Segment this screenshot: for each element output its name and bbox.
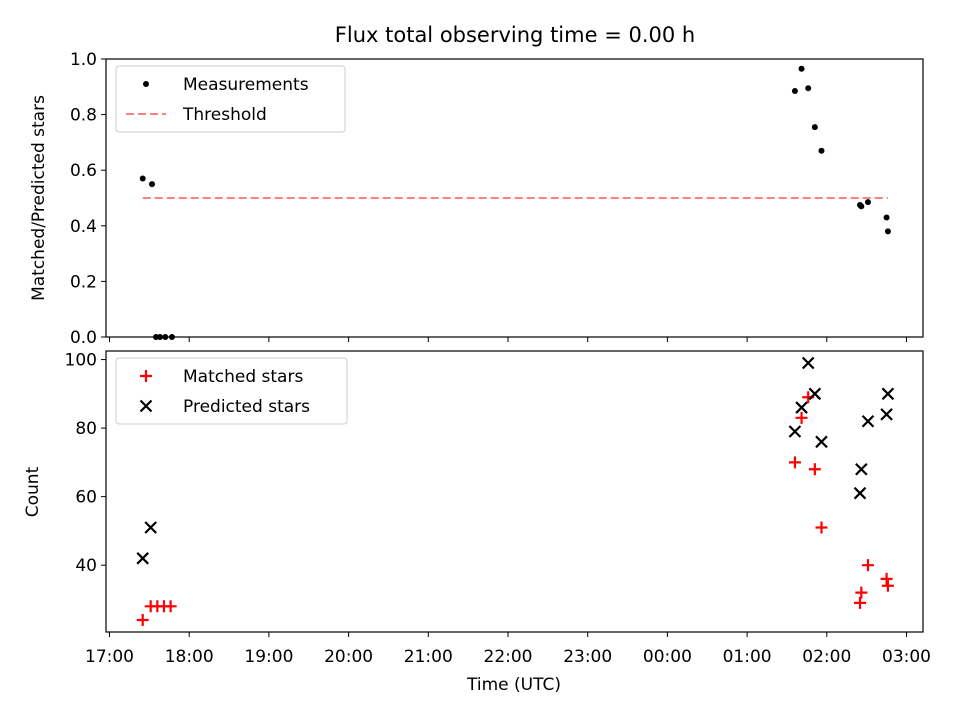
x-tick-label: 00:00 bbox=[643, 647, 692, 667]
x-tick-label: 22:00 bbox=[484, 647, 533, 667]
predicted-stars-point bbox=[144, 521, 157, 534]
predicted-stars-point bbox=[853, 486, 867, 500]
matched-stars-point bbox=[880, 572, 893, 585]
bottom-axis-ticks: 17:00 18:00 19:00 20:00 21:00 22:00 23:00 00:00… bbox=[65, 351, 931, 667]
x-tick-label: 19:00 bbox=[244, 647, 293, 667]
x-tick-label: 01:00 bbox=[723, 647, 772, 667]
top-legend-box bbox=[115, 65, 346, 133]
predicted-stars-point bbox=[861, 414, 875, 428]
matched-stars-point bbox=[861, 559, 874, 572]
x-tick-label: 20:00 bbox=[324, 647, 373, 667]
matched-stars-point bbox=[795, 411, 808, 424]
measurements-point bbox=[139, 175, 146, 182]
bottom-y-tick-label: 60 bbox=[75, 488, 97, 508]
matched-stars-point bbox=[788, 456, 801, 469]
measurements-legend-swatch bbox=[143, 81, 149, 87]
top-y-tick-label: 0.6 bbox=[70, 161, 97, 181]
top-y-tick-label: 0.2 bbox=[70, 272, 97, 292]
matched-stars-point bbox=[136, 614, 149, 627]
measurements-point bbox=[864, 199, 871, 206]
measurements-point bbox=[883, 214, 890, 221]
top-panel: 0.0 0.2 0.4 0.6 0.8 1.0 Matched/Predicted sta… bbox=[29, 50, 924, 348]
matched-stars-point bbox=[808, 463, 821, 476]
predicted-stars-point bbox=[815, 435, 828, 449]
bottom-y-tick-label: 80 bbox=[75, 419, 97, 439]
matched-stars-point bbox=[855, 586, 868, 599]
predicted-stars-point bbox=[801, 356, 815, 370]
predicted-stars-point bbox=[881, 387, 895, 401]
matched-stars-legend-swatch bbox=[140, 370, 152, 382]
predicted-stars-point bbox=[795, 401, 808, 414]
bottom-axes-frame bbox=[105, 350, 924, 633]
top-y-tick-label: 0.4 bbox=[70, 217, 97, 237]
matched-stars-point bbox=[881, 579, 894, 592]
x-tick-label: 21:00 bbox=[404, 647, 453, 667]
measurements-legend-label: Measurements bbox=[183, 75, 309, 95]
bottom-y-axis-label: Count bbox=[23, 466, 43, 517]
matched-stars-point bbox=[815, 521, 828, 534]
top-legend: Measurements Threshold bbox=[115, 65, 346, 133]
bottom-y-tick-label: 100 bbox=[65, 351, 97, 371]
bottom-legend-box bbox=[115, 357, 348, 425]
measurements-point bbox=[884, 228, 891, 235]
matched-stars-point bbox=[164, 600, 177, 613]
predicted-stars-point bbox=[880, 408, 893, 421]
top-y-tick-label: 1.0 bbox=[70, 50, 97, 70]
predicted-stars-point bbox=[855, 462, 868, 476]
top-axes-frame bbox=[105, 58, 924, 338]
measurements-point bbox=[798, 65, 805, 72]
matched-stars-legend-label: Matched stars bbox=[183, 367, 303, 387]
top-plot-marks bbox=[139, 65, 891, 340]
bottom-panel: 17:00 18:00 19:00 20:00 21:00 22:00 23:00 00:00… bbox=[23, 350, 931, 695]
measurements-point bbox=[791, 87, 798, 94]
bottom-plot-marks bbox=[136, 356, 895, 627]
predicted-stars-legend-swatch bbox=[139, 399, 153, 413]
x-axis-label: Time (UTC) bbox=[466, 675, 561, 695]
x-tick-label: 03:00 bbox=[882, 647, 931, 667]
chart-title: Flux total observing time = 0.00 h bbox=[335, 23, 695, 47]
predicted-stars-point bbox=[136, 552, 149, 565]
predicted-stars-legend-label: Predicted stars bbox=[183, 397, 310, 417]
bottom-legend: Matched stars Predicted stars bbox=[115, 357, 348, 425]
x-tick-label: 18:00 bbox=[165, 647, 214, 667]
x-tick-label: 17:00 bbox=[85, 647, 134, 667]
measurements-point bbox=[805, 85, 812, 92]
top-y-tick-label: 0.8 bbox=[70, 106, 97, 126]
measurements-point bbox=[818, 147, 825, 154]
measurements-point bbox=[149, 181, 156, 188]
x-tick-label: 23:00 bbox=[563, 647, 612, 667]
top-y-axis-label: Matched/Predicted stars bbox=[29, 95, 49, 301]
measurements-point bbox=[811, 124, 818, 131]
predicted-stars-point bbox=[808, 387, 822, 401]
predicted-stars-point bbox=[788, 425, 802, 438]
measurements-point bbox=[858, 203, 865, 210]
x-tick-label: 02:00 bbox=[802, 647, 851, 667]
top-y-tick-label: 0.0 bbox=[70, 328, 97, 348]
bottom-y-tick-label: 40 bbox=[75, 556, 97, 576]
matched-stars-point bbox=[854, 596, 867, 609]
top-axis-ticks: 0.0 0.2 0.4 0.6 0.8 1.0 bbox=[70, 50, 907, 348]
threshold-legend-label: Threshold bbox=[182, 105, 267, 125]
